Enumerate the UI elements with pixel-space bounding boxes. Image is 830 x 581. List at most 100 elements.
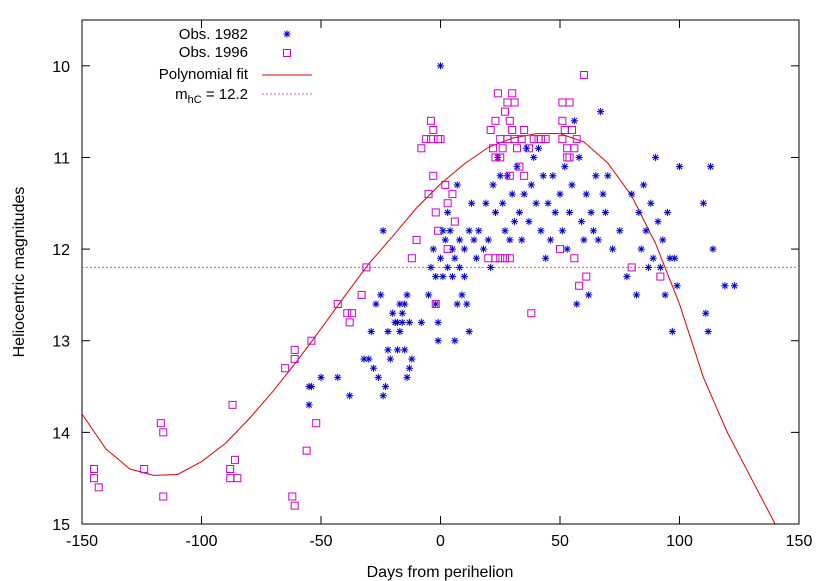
obs-1996-point bbox=[228, 400, 237, 409]
obs-1982-point bbox=[496, 172, 504, 180]
obs-1982-point bbox=[520, 190, 528, 198]
obs-1982-point bbox=[503, 172, 512, 180]
obs-1982-point bbox=[577, 218, 586, 226]
obs-1982-point bbox=[604, 172, 612, 180]
obs-1982-point bbox=[649, 254, 657, 262]
y-axis-title: Heliocentric magnitudes bbox=[11, 187, 28, 358]
obs-1982-point bbox=[372, 300, 380, 308]
obs-1982-point bbox=[654, 218, 662, 226]
obs-1982-point bbox=[458, 291, 466, 299]
obs-1996-point bbox=[582, 272, 591, 281]
obs-1982-point bbox=[491, 208, 500, 217]
obs-1996-point bbox=[431, 300, 440, 309]
obs-1982-point bbox=[501, 227, 509, 235]
obs-1996-point bbox=[541, 135, 550, 144]
y-tick-label: 13 bbox=[52, 334, 70, 351]
obs-1996-point bbox=[534, 135, 543, 144]
y-axis-ticks: 10 11 12 13 14 15 bbox=[52, 59, 799, 534]
obs-1996-point bbox=[515, 162, 524, 171]
obs-1982-point bbox=[451, 254, 459, 262]
obs-1982-point bbox=[640, 181, 648, 189]
obs-1982-point bbox=[456, 263, 464, 272]
obs-1982-point bbox=[730, 282, 739, 290]
obs-1982-point bbox=[405, 364, 414, 372]
obs-1996-point bbox=[357, 290, 366, 299]
obs-1982-point bbox=[546, 236, 555, 244]
obs-1982-point bbox=[573, 300, 581, 308]
obs-1996-point bbox=[560, 125, 569, 134]
obs-1996-point bbox=[333, 300, 342, 309]
obs-1982-point bbox=[444, 208, 452, 217]
obs-1996-point bbox=[226, 465, 235, 474]
obs-1996-point bbox=[508, 125, 517, 134]
obs-1996-point bbox=[517, 135, 526, 144]
obs-1982-point bbox=[675, 163, 684, 171]
obs-1982-point bbox=[377, 291, 385, 299]
obs-1996-point bbox=[627, 263, 636, 272]
obs-1996-point bbox=[424, 190, 433, 199]
obs-1982-point bbox=[317, 373, 325, 381]
obs-1996-point bbox=[230, 455, 239, 464]
obs-1996-point bbox=[156, 419, 165, 428]
obs-1982-point bbox=[439, 227, 447, 235]
obs-1996-point bbox=[159, 428, 168, 437]
obs-1982-point bbox=[334, 373, 342, 381]
obs-1996-point bbox=[443, 245, 452, 254]
obs-1996-point bbox=[288, 492, 297, 501]
obs-1982-point bbox=[637, 245, 645, 253]
obs-1982-point bbox=[465, 227, 473, 235]
obs-1982-point bbox=[635, 208, 643, 217]
obs-1982-point bbox=[389, 309, 397, 317]
legend-ref-subscript: hC bbox=[188, 94, 202, 106]
obs-1996-point bbox=[556, 245, 564, 254]
obs-1982-point bbox=[508, 190, 516, 198]
obs-1982-point bbox=[647, 199, 655, 207]
obs-1982-point bbox=[671, 254, 679, 262]
obs-1996-point bbox=[281, 364, 290, 373]
obs-1996-point bbox=[505, 171, 514, 180]
obs-1982-point bbox=[346, 392, 354, 400]
obs-1996-point bbox=[572, 135, 581, 144]
legend-marker-obs-1982-symbol bbox=[283, 30, 291, 38]
obs-1996-point bbox=[505, 116, 514, 125]
obs-1982-point bbox=[463, 300, 471, 308]
obs-1982-point bbox=[506, 236, 514, 244]
obs-1996-point bbox=[501, 254, 510, 263]
obs-1982-point bbox=[467, 199, 476, 207]
y-tick-label: 15 bbox=[52, 517, 70, 534]
x-tick-label: -50 bbox=[309, 533, 332, 550]
obs-1982-point bbox=[532, 199, 540, 207]
legend-label-obs-1996: Obs. 1996 bbox=[179, 44, 248, 61]
obs-1982-point bbox=[537, 227, 545, 235]
obs-1982-point bbox=[608, 245, 617, 253]
obs-1982-point bbox=[628, 190, 636, 198]
obs-1996-point bbox=[362, 263, 371, 272]
legend: Obs. 1982 Obs. 1996 Polynomial fit mhC =… bbox=[159, 26, 312, 106]
plot-area bbox=[82, 62, 799, 524]
obs-1996-point bbox=[412, 235, 421, 244]
obs-1982-point bbox=[484, 236, 492, 244]
legend-label-reference-line: mhC = 12.2 bbox=[175, 86, 248, 106]
obs-1982-point bbox=[472, 254, 480, 262]
obs-1982-point bbox=[568, 181, 576, 189]
obs-1996-point bbox=[558, 98, 567, 107]
obs-1982-point bbox=[465, 327, 473, 336]
obs-1982-point bbox=[518, 236, 526, 244]
obs-1982-point bbox=[432, 272, 440, 281]
obs-1982-point bbox=[539, 172, 547, 180]
obs-1982-point bbox=[439, 272, 447, 281]
obs-1996-point bbox=[312, 419, 321, 428]
obs-1996-point bbox=[558, 135, 567, 144]
obs-1982-point bbox=[379, 392, 387, 400]
obs-1982-point bbox=[365, 355, 373, 363]
obs-1996-point bbox=[505, 254, 514, 263]
y-tick-label: 11 bbox=[53, 150, 70, 167]
obs-1982-point bbox=[494, 153, 502, 162]
obs-1982-point bbox=[427, 263, 435, 272]
obs-1982-point bbox=[673, 282, 681, 290]
obs-1996-point bbox=[493, 89, 502, 98]
obs-1982-point bbox=[623, 272, 631, 281]
x-tick-label: 150 bbox=[786, 533, 813, 550]
obs-1996-point bbox=[558, 116, 567, 125]
obs-1996-point bbox=[159, 492, 168, 501]
